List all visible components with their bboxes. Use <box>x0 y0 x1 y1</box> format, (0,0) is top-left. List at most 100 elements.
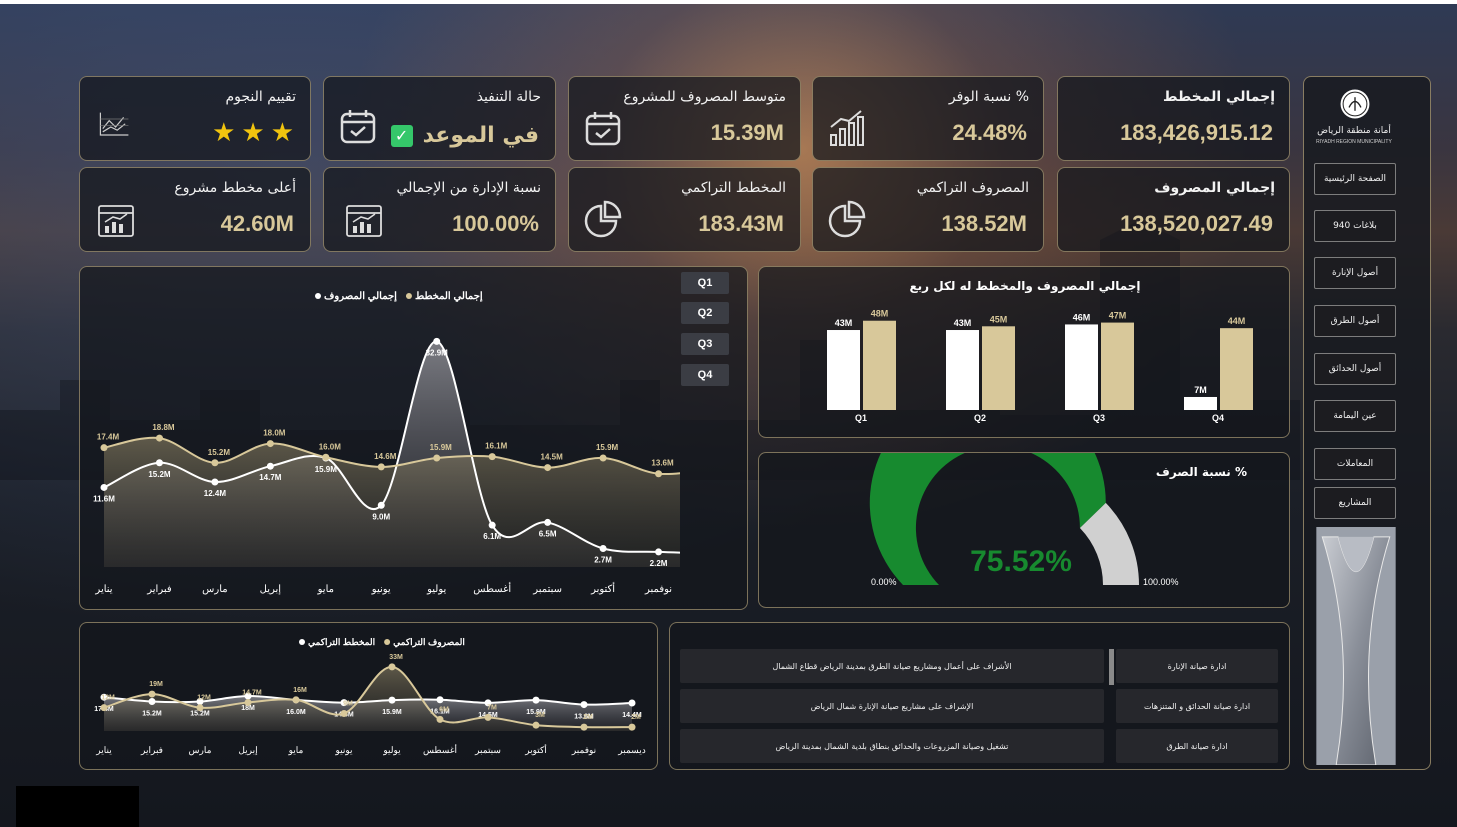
cumulative-area-chart: 17.4M15.2M15.2M18M16.0M14.6M15.9M16.1M14… <box>94 637 645 756</box>
x-tick-label: Q2 <box>974 413 986 423</box>
nav-road-assets[interactable]: أصول الطرق <box>1314 305 1396 337</box>
kpi-title: أعلى مخطط مشروع <box>174 180 296 196</box>
department-cell[interactable]: ادارة صيانة الحدائق و المتنزهات <box>1116 689 1278 723</box>
data-label: 2M <box>631 714 641 721</box>
nav-reports-940[interactable]: بلاغات 940 <box>1314 210 1396 242</box>
data-point <box>377 463 385 471</box>
nav-home[interactable]: الصفحة الرئيسية <box>1314 163 1396 195</box>
kpi-value: 42.60M <box>220 211 294 236</box>
data-label: 9M <box>343 701 353 708</box>
data-point <box>100 483 108 491</box>
nav-lighting-assets[interactable]: أصول الإنارة <box>1314 257 1396 289</box>
data-label: 19M <box>149 681 163 688</box>
data-point <box>484 713 492 721</box>
kpi-value: في الموعد <box>422 123 539 148</box>
data-label: 2.2M <box>650 559 668 568</box>
data-label: 11.6M <box>93 494 115 503</box>
bar <box>827 330 860 410</box>
logo-subtext: RIYADH REGION MUNICIPALITY <box>1316 139 1392 145</box>
x-tick-label: Q1 <box>855 413 867 423</box>
quarterly-chart-card: إجمالي المصروف والمخطط له لكل ربع 43M 48M… <box>758 266 1290 438</box>
data-point <box>484 699 492 707</box>
data-label: 16.0M <box>286 709 306 716</box>
kpi-cum-spent: المصروف التراكمي 138.52M <box>812 167 1044 252</box>
data-label: 15.9M <box>526 709 546 716</box>
kpi-value: 138.52M <box>941 211 1027 236</box>
nav-projects[interactable]: المشاريع <box>1314 487 1396 519</box>
redaction-box <box>16 786 139 827</box>
legend-label: المخطط التراكمي <box>308 637 375 648</box>
data-label: 12.4M <box>204 489 227 498</box>
star-icon: ★ <box>241 118 265 148</box>
q3-button[interactable]: Q3 <box>681 333 729 355</box>
project-cell[interactable]: تشغيل وصيانة المزروعات والحدائق بنطاق بل… <box>680 729 1104 763</box>
data-label: 15.9M <box>382 709 402 716</box>
monthly-chart-card: Q1 Q2 Q3 Q4 11.6M 15.2M 12.4M 14.7M 15.9M 9.0… <box>79 266 748 610</box>
monthly-area-chart: 11.6M 15.2M 12.4M 14.7M 15.9M 9.0M 32.9M 6.1M 6.… <box>93 291 680 595</box>
data-point <box>599 544 607 552</box>
star-icon: ★ <box>270 118 294 148</box>
kpi-title: % نسبة الوفر <box>948 89 1029 105</box>
data-label: 14.4M <box>622 712 642 719</box>
data-label: 18M <box>241 705 255 712</box>
data-point <box>433 454 441 462</box>
calendar-check-icon <box>585 112 621 146</box>
x-tick-label: يناير <box>95 745 112 756</box>
kpi-top-project: أعلى مخطط مشروع 42.60M <box>79 167 311 252</box>
data-point <box>544 464 552 472</box>
star-rating: ★ ★ ★ <box>212 120 294 146</box>
bar-value-label: 43M <box>835 318 853 328</box>
data-label: 15.2M <box>190 710 210 717</box>
data-point <box>148 697 156 705</box>
bar <box>982 326 1015 410</box>
project-cell[interactable]: الإشراف على مشاريع صيانة الإنارة شمال ال… <box>680 689 1104 723</box>
data-label: 33M <box>389 654 403 661</box>
q1-button[interactable]: Q1 <box>681 272 729 294</box>
x-tick-label: Q3 <box>1093 413 1105 423</box>
series-area <box>104 437 680 567</box>
data-point <box>433 337 441 345</box>
data-label: 13.6M <box>574 714 594 721</box>
gauge-card: % نسبة الصرف 75.52% 0.00% 100.00% <box>758 452 1290 608</box>
data-point <box>532 696 540 704</box>
x-tick-label: يونيو <box>334 745 353 756</box>
data-point <box>100 693 108 701</box>
calendar-chart-icon <box>346 205 382 237</box>
legend-marker <box>299 639 305 645</box>
data-point <box>211 459 219 467</box>
data-point <box>148 690 156 698</box>
bar-value-label: 48M <box>871 309 889 319</box>
chart-title: إجمالي المصروف والمخطط له لكل ربع <box>909 279 1141 293</box>
q2-button[interactable]: Q2 <box>681 302 729 324</box>
legend-marker <box>384 639 391 645</box>
data-point <box>211 478 219 486</box>
x-tick-label: نوفمبر <box>644 584 672 595</box>
kpi-value: 183,426,915.12 <box>1120 120 1273 145</box>
bar-value-label: 45M <box>990 314 1008 324</box>
data-point <box>100 444 108 452</box>
star-icon: ★ <box>212 118 236 148</box>
department-cell[interactable]: ادارة صيانة الإنارة <box>1116 649 1278 683</box>
project-cell[interactable]: الأشراف على أعمال ومشاريع صيانة الطرق بم… <box>680 649 1104 683</box>
data-point <box>532 721 540 729</box>
data-point <box>388 696 396 704</box>
bar <box>1065 324 1098 410</box>
data-label: 15.9M <box>596 443 619 452</box>
nav-ain-yamama[interactable]: عين اليمامة <box>1314 400 1396 432</box>
data-label: 2M <box>583 714 593 721</box>
data-label: 16.1M <box>430 709 450 716</box>
data-label: 18.0M <box>263 429 286 438</box>
series-line <box>103 695 633 706</box>
department-cell[interactable]: ادارة صيانة الطرق <box>1116 729 1278 763</box>
bar-value-label: 47M <box>1109 311 1127 321</box>
q4-button[interactable]: Q4 <box>681 364 729 386</box>
data-label: 15.2M <box>148 470 171 479</box>
nav-transactions[interactable]: المعاملات <box>1314 448 1396 480</box>
x-tick-label: أغسطس <box>423 743 457 756</box>
scrollbar[interactable] <box>1109 649 1114 685</box>
data-point <box>155 434 163 442</box>
gauge-remaining <box>1079 502 1139 585</box>
nav-garden-assets[interactable]: أصول الحدائق <box>1314 353 1396 385</box>
data-point <box>488 521 496 529</box>
kpi-star-rating: تقييم النجوم ★ ★ ★ <box>79 76 311 161</box>
